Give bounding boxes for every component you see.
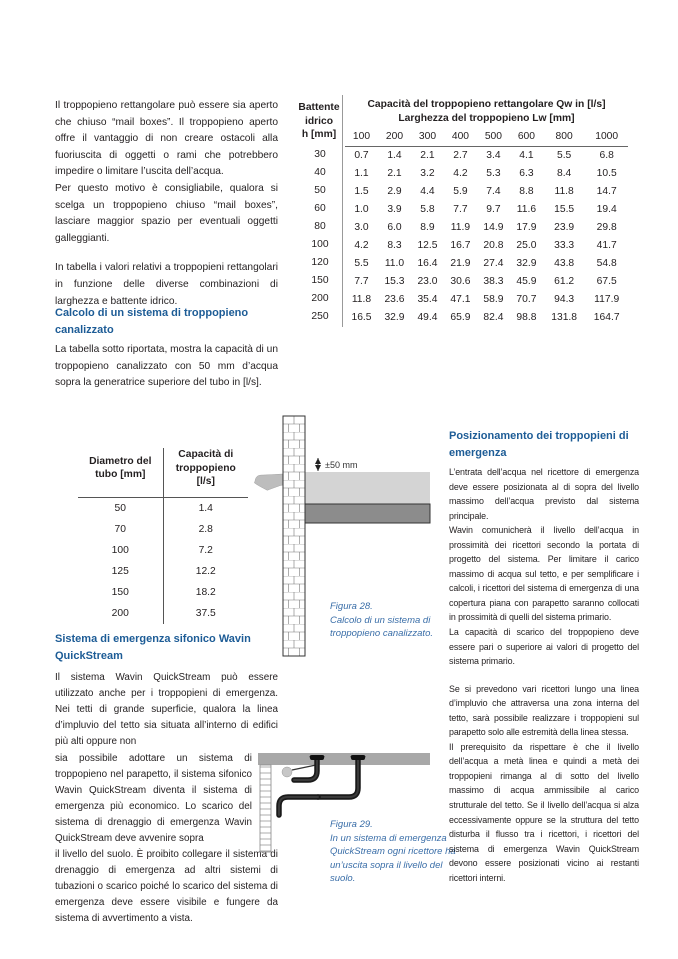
- svg-text:±50 mm: ±50 mm: [325, 460, 357, 470]
